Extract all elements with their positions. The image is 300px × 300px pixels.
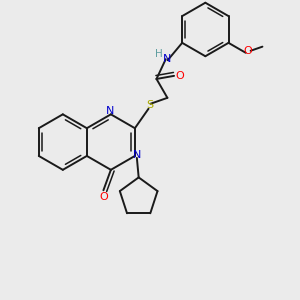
Text: H: H	[155, 49, 163, 59]
Text: O: O	[176, 71, 184, 81]
Text: O: O	[243, 46, 252, 56]
Text: N: N	[106, 106, 114, 116]
Text: N: N	[163, 54, 171, 64]
Text: S: S	[146, 100, 153, 110]
Text: N: N	[133, 150, 141, 160]
Text: O: O	[99, 192, 108, 202]
